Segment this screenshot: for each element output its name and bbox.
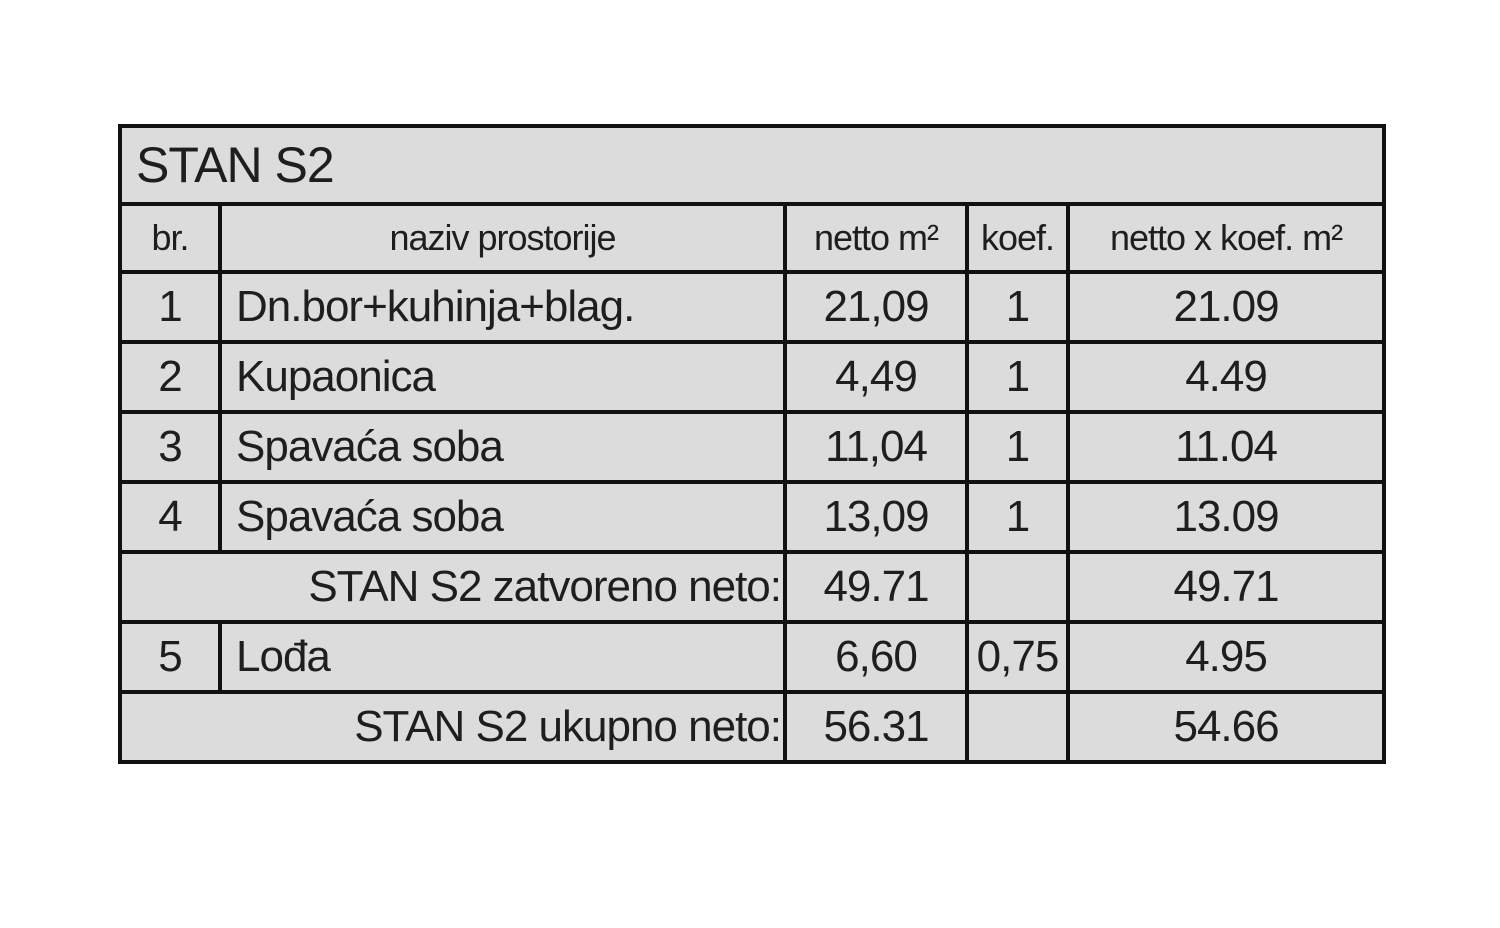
row-total: 21.09	[1065, 270, 1387, 344]
subtotal-row: STAN S2 zatvoreno neto: 49.71 49.71	[118, 550, 1387, 624]
row-koef: 1	[965, 340, 1070, 414]
subtotal-total: 49.71	[1065, 550, 1387, 624]
row-netto: 4,49	[783, 340, 969, 414]
header-row: br. naziv prostorije netto m² koef. nett…	[118, 202, 1387, 274]
grand-total-label: STAN S2 ukupno neto:	[118, 690, 787, 764]
row-total: 13.09	[1065, 480, 1387, 554]
table-row: 4 Spavaća soba 13,09 1 13.09	[118, 480, 1387, 554]
table-row: 2 Kupaonica 4,49 1 4.49	[118, 340, 1387, 414]
row-koef: 1	[965, 480, 1070, 554]
subtotal-netto: 49.71	[783, 550, 969, 624]
row-koef: 0,75	[965, 620, 1070, 694]
row-no: 1	[118, 270, 222, 344]
grand-total-total: 54.66	[1065, 690, 1387, 764]
row-no: 4	[118, 480, 222, 554]
table-row: 1 Dn.bor+kuhinja+blag. 21,09 1 21.09	[118, 270, 1387, 344]
row-no: 3	[118, 410, 222, 484]
row-netto: 6,60	[783, 620, 969, 694]
row-koef: 1	[965, 270, 1070, 344]
header-room-name: naziv prostorije	[218, 202, 787, 274]
subtotal-label: STAN S2 zatvoreno neto:	[118, 550, 787, 624]
table-title: STAN S2	[117, 124, 1387, 206]
row-total: 4.95	[1065, 620, 1387, 694]
row-koef: 1	[965, 410, 1070, 484]
row-name: Spavaća soba	[218, 480, 787, 554]
row-netto: 11,04	[783, 410, 969, 484]
row-no: 5	[118, 620, 222, 694]
header-koef: koef.	[965, 202, 1070, 274]
row-total: 4.49	[1065, 340, 1387, 414]
row-no: 2	[118, 340, 222, 414]
grand-total-row: STAN S2 ukupno neto: 56.31 54.66	[118, 690, 1387, 764]
header-total: netto x koef. m²	[1065, 202, 1387, 274]
row-total: 11.04	[1065, 410, 1387, 484]
row-name: Spavaća soba	[218, 410, 787, 484]
grand-total-netto: 56.31	[783, 690, 969, 764]
row-name: Kupaonica	[218, 340, 787, 414]
header-netto: netto m²	[783, 202, 969, 274]
row-name: Dn.bor+kuhinja+blag.	[218, 270, 787, 344]
grand-total-koef-empty	[965, 690, 1070, 764]
table-row: 5 Lođa 6,60 0,75 4.95	[118, 620, 1387, 694]
subtotal-koef-empty	[965, 550, 1070, 624]
row-name: Lođa	[218, 620, 787, 694]
row-netto: 21,09	[783, 270, 969, 344]
header-no: br.	[118, 202, 222, 274]
table-row: 3 Spavaća soba 11,04 1 11.04	[118, 410, 1387, 484]
apartment-area-table: STAN S2 br. naziv prostorije netto m² ko…	[117, 124, 1387, 764]
row-netto: 13,09	[783, 480, 969, 554]
